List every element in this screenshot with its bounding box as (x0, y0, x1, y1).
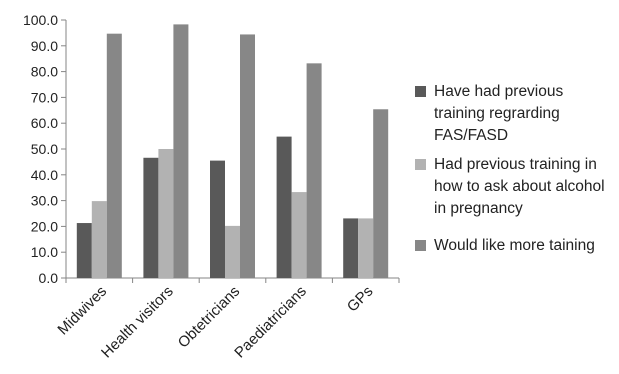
y-tick-label: 60.0 (31, 115, 58, 131)
legend: Have had previous training regrarding FAS/… (415, 83, 605, 254)
y-tick-label: 0.0 (39, 270, 59, 286)
category-label: Midwives (54, 283, 110, 339)
legend-swatch (415, 86, 426, 97)
bar (291, 192, 307, 278)
category-label: Obtetricians (175, 283, 244, 352)
y-tick-label: 20.0 (31, 218, 58, 234)
bar (210, 160, 225, 278)
axes: 0.0 10.0 20.0 30.0 40.0 50.0 60.0 70.0 80.0 90.0 1… (23, 12, 400, 286)
legend-label: in pregnancy (434, 200, 523, 217)
y-tick-label: 70.0 (31, 89, 58, 105)
bar (91, 201, 107, 278)
bar (240, 34, 255, 278)
bar (343, 218, 359, 278)
bar (306, 63, 322, 279)
bars (76, 24, 389, 279)
bar (106, 33, 122, 279)
y-tick-label: 90.0 (31, 38, 58, 54)
y-tick-label: 10.0 (31, 244, 58, 260)
legend-label: training regrarding (434, 105, 560, 122)
legend-label: Had previous training in (434, 156, 597, 173)
y-tick-label: 50.0 (31, 141, 58, 157)
bar (173, 24, 189, 278)
legend-label: how to ask about alcohol (434, 178, 605, 195)
legend-label: FAS/FASD (434, 127, 508, 144)
bar (158, 149, 174, 278)
bar (358, 218, 374, 278)
y-tick-label: 80.0 (31, 64, 58, 80)
bar (76, 223, 92, 278)
legend-swatch (415, 159, 426, 170)
category-label: GPs (344, 283, 377, 316)
bar (225, 225, 240, 278)
bar (276, 136, 292, 278)
y-tick-label: 100.0 (23, 12, 58, 28)
y-tick-label: 40.0 (31, 167, 58, 183)
bar (373, 109, 389, 278)
bar (143, 157, 159, 278)
legend-label: Would like more taining (434, 237, 595, 254)
legend-swatch (415, 240, 426, 251)
y-tick-label: 30.0 (31, 193, 58, 209)
legend-label: Have had previous (434, 83, 563, 100)
